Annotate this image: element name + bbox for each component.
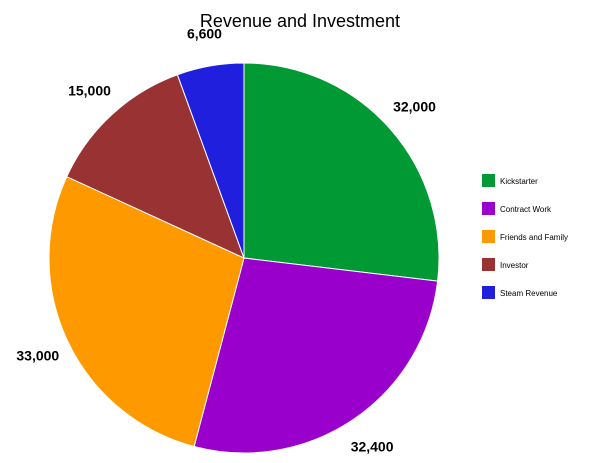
- data-labels: 32,000 32,400 33,000 15,000 6,600: [16, 25, 436, 454]
- pie-slice-contract-work: [193, 257, 439, 454]
- data-label-contract-work: 32,400: [351, 439, 394, 455]
- legend-swatch-kickstarter: [482, 174, 495, 187]
- legend-label-friends-and-family: Friends and Family: [500, 233, 568, 242]
- data-label-steam-revenue: 6,600: [187, 25, 222, 41]
- legend-label-contract-work: Contract Work: [500, 205, 552, 214]
- legend-label-investor: Investor: [500, 261, 529, 270]
- legend-label-kickstarter: Kickstarter: [500, 177, 538, 186]
- legend: Kickstarter Contract Work Friends and Fami…: [482, 174, 568, 299]
- data-label-kickstarter: 32,000: [393, 99, 436, 115]
- legend-swatch-friends-and-family: [482, 230, 495, 243]
- chart-title: Revenue and Investment: [200, 11, 400, 31]
- legend-label-steam-revenue: Steam Revenue: [500, 289, 558, 298]
- data-label-friends-and-family: 33,000: [16, 347, 59, 363]
- pie-slice-investor: [66, 74, 245, 259]
- pie-slice-steam-revenue: [176, 62, 245, 259]
- legend-swatch-contract-work: [482, 202, 495, 215]
- pie-slice-friends-and-family: [48, 175, 245, 448]
- pie-slices: [48, 62, 440, 454]
- data-label-investor: 15,000: [68, 82, 111, 98]
- pie-slice-kickstarter: [243, 62, 440, 282]
- legend-swatch-investor: [482, 258, 495, 271]
- legend-swatch-steam-revenue: [482, 286, 495, 299]
